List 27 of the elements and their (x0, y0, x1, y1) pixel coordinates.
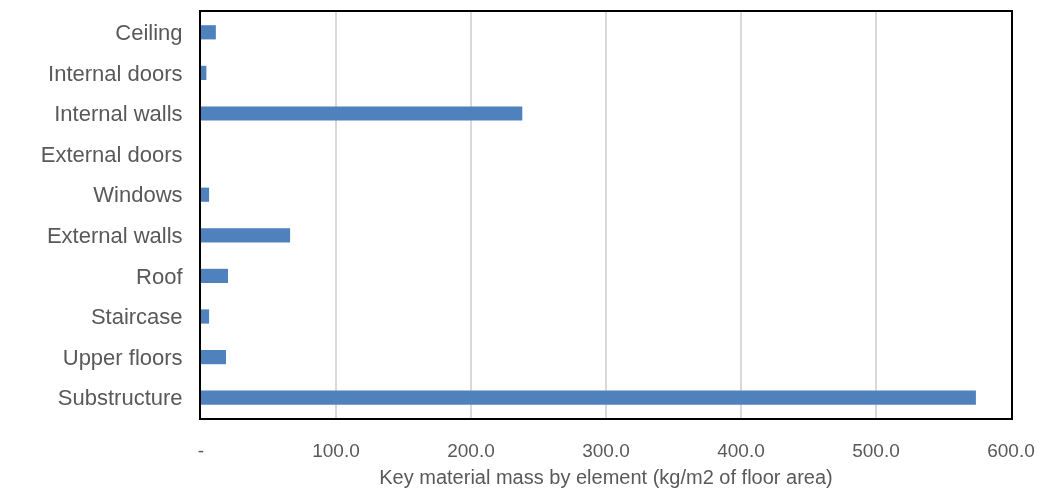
y-tick-label: Staircase (90, 304, 183, 330)
bar (201, 390, 976, 405)
bar (201, 65, 207, 81)
y-tick-label: Internal doors (48, 60, 183, 86)
bar (201, 309, 210, 324)
x-axis-title: Key material mass by element (kg/m2 of floor area) (379, 465, 833, 488)
bar (201, 187, 210, 202)
y-tick-label: Windows (93, 182, 183, 208)
x-tick-label: 400.0 (717, 439, 765, 461)
bar (201, 350, 226, 365)
y-tick-label: Substructure (57, 385, 183, 411)
x-tick-label: - (197, 439, 205, 461)
bar (201, 268, 228, 284)
x-tick-label: 300.0 (582, 439, 630, 461)
y-tick-label: External doors (40, 141, 183, 167)
y-tick-label: Internal walls (54, 101, 183, 127)
x-tick-label: 200.0 (447, 439, 495, 461)
x-tick-label: 100.0 (312, 439, 360, 461)
bar (201, 106, 523, 121)
y-tick-label: Ceiling (115, 20, 183, 45)
y-tick-label: Roof (136, 263, 184, 289)
y-tick-label: Upper floors (62, 344, 183, 370)
x-tick-label: 600.0 (987, 439, 1035, 461)
x-tick-label: 500.0 (852, 439, 900, 461)
bar (201, 228, 291, 243)
bar (201, 25, 216, 40)
y-tick-label: External walls (46, 223, 183, 248)
